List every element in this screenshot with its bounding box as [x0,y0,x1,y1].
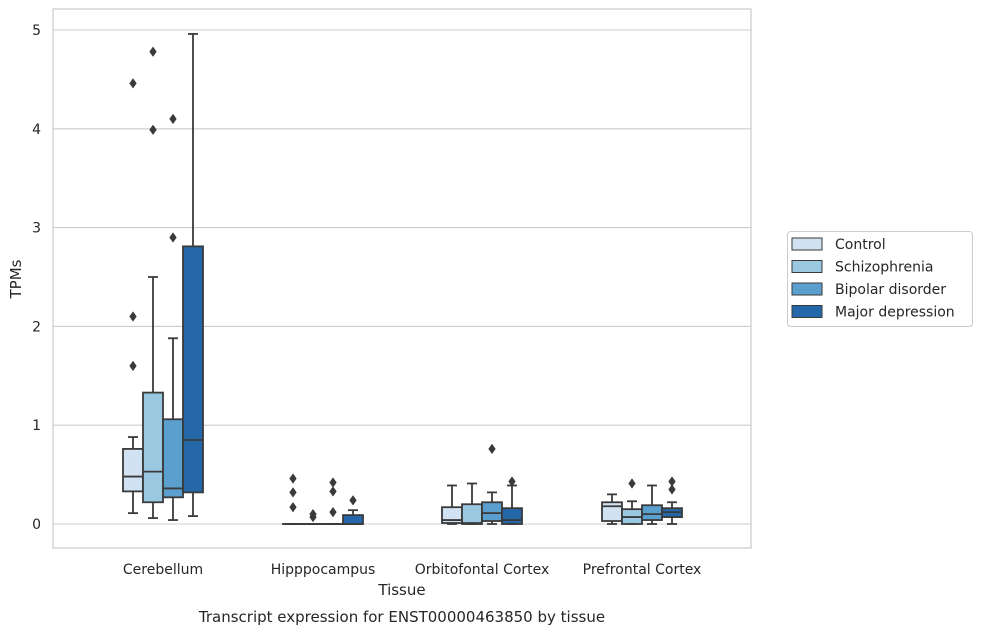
outlier-point [149,124,157,136]
outlier-point [309,508,317,520]
box-series-group [122,33,683,525]
box-body [461,503,483,525]
chart-caption: Transcript expression for ENST0000046385… [198,608,605,626]
x-tick-labels: Cerebellum Hipppocampus Orbitofontal Corte… [123,562,701,578]
box-major-depression [182,33,204,517]
x-axis-label: Tissue [377,581,425,599]
box-control [122,78,144,515]
box-body [501,507,523,525]
y-tick-label: 2 [32,319,41,335]
legend-label: Control [835,237,886,253]
legend-swatch [791,237,823,251]
outlier-point [289,473,297,484]
outlier-point [129,78,137,89]
x-tick-label: Hipppocampus [271,562,376,578]
box-body [601,501,623,522]
plot-frame [52,8,752,549]
legend-label: Bipolar disorder [835,282,946,298]
box-body [122,448,144,493]
y-tick-label: 4 [32,122,41,138]
outlier-point [169,232,177,243]
box-bipolar-disorder [481,443,503,525]
outlier-point [289,501,297,513]
y-tick-label: 3 [32,221,41,237]
x-tick-label: Orbitofontal Cortex [415,562,550,578]
legend-label: Schizophrenia [835,260,933,276]
box-body [342,514,364,525]
outlier-point [668,476,676,487]
outlier-point [508,476,516,487]
box-bipolar-disorder [162,113,184,521]
outlier-point [329,477,337,488]
outlier-point [129,360,137,372]
legend: Control Schizophrenia Bipolar disorder Majo… [787,231,973,327]
outlier-point [149,46,157,57]
outlier-point [668,484,676,495]
outlier-point [329,486,337,497]
box-body [481,501,503,522]
outlier-point [169,113,177,125]
outlier-point [628,478,636,489]
legend-label: Major depression [835,305,955,321]
outlier-point [349,495,357,506]
outlier-point [289,487,297,498]
legend-swatch [791,305,823,318]
y-tick-label: 1 [32,418,41,434]
y-tick-label: 5 [32,23,41,39]
y-tick-label: 0 [32,517,41,533]
outlier-point [329,506,337,518]
legend-frame [787,231,973,327]
legend-swatch [791,282,823,296]
outlier-point [129,311,137,322]
box-body [162,418,184,499]
box-major-depression [501,476,523,525]
box-body [142,391,164,504]
box-schizophrenia [302,508,324,525]
outlier-point [488,443,496,455]
x-tick-label: Prefrontal Cortex [583,562,702,578]
box-body [641,504,663,521]
y-axis-label: TPMs [7,259,25,299]
box-control [441,484,463,525]
box-major-depression [661,476,683,525]
legend-swatch [791,260,823,273]
box-major-depression [342,495,364,525]
y-tick-labels: 0 1 2 3 4 5 [32,23,41,533]
x-tick-label: Cerebellum [123,562,203,578]
box-body [182,245,204,494]
